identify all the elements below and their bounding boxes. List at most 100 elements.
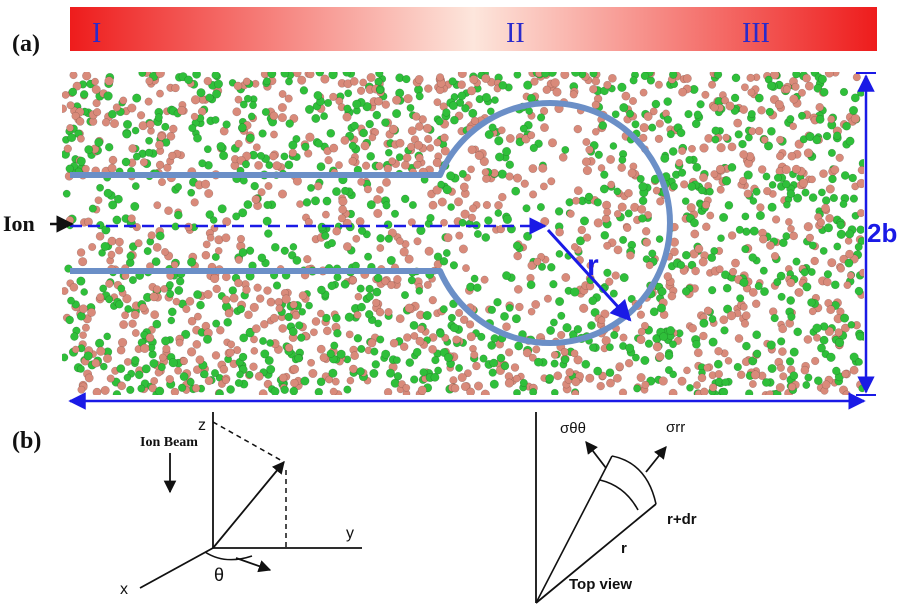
- atom: [116, 345, 126, 355]
- atom: [81, 164, 90, 173]
- atom: [741, 245, 750, 254]
- atom: [596, 381, 605, 391]
- sigma-thetatheta-label: σθθ: [560, 420, 586, 437]
- atom: [491, 96, 499, 104]
- atom: [748, 380, 757, 388]
- atom: [839, 200, 848, 209]
- atom: [153, 201, 162, 210]
- atom: [384, 234, 393, 243]
- atom: [167, 316, 176, 325]
- atom: [765, 107, 774, 117]
- atom: [354, 292, 363, 301]
- atom: [126, 251, 135, 261]
- atom: [573, 186, 583, 196]
- atom: [407, 142, 416, 151]
- atom: [626, 251, 635, 260]
- atom: [693, 348, 703, 358]
- atom: [311, 317, 321, 326]
- atom: [272, 281, 282, 290]
- atom: [161, 122, 170, 131]
- atom: [581, 157, 591, 167]
- atom: [95, 231, 105, 241]
- atom: [103, 188, 113, 198]
- atom: [723, 304, 733, 314]
- atom: [845, 249, 854, 259]
- atom: [582, 165, 593, 176]
- atom: [141, 364, 151, 374]
- atom: [448, 77, 457, 86]
- atom: [426, 144, 435, 152]
- atom: [830, 165, 840, 175]
- atom: [767, 126, 776, 136]
- atom: [342, 242, 352, 252]
- atom: [383, 387, 393, 395]
- atom: [778, 324, 788, 334]
- atom: [143, 247, 152, 256]
- atom: [528, 164, 538, 174]
- atom: [847, 320, 856, 329]
- atom: [760, 287, 769, 297]
- atom: [91, 77, 99, 86]
- atom: [239, 100, 248, 109]
- atom: [157, 363, 166, 372]
- atom: [332, 187, 341, 197]
- atom: [213, 79, 224, 89]
- ion-track-outline: [70, 100, 673, 346]
- atom: [75, 117, 85, 126]
- theta-label: θ: [214, 565, 224, 585]
- atom: [510, 363, 520, 372]
- atom: [200, 370, 209, 379]
- atom: [440, 218, 448, 227]
- atom: [781, 165, 791, 175]
- atom: [359, 128, 369, 138]
- atom: [585, 145, 594, 154]
- atom: [299, 86, 309, 95]
- atom: [161, 336, 171, 346]
- atom: [117, 381, 127, 391]
- atom: [105, 295, 114, 304]
- atom: [770, 313, 779, 323]
- atom: [750, 370, 760, 380]
- atom: [739, 277, 749, 288]
- atom: [734, 334, 744, 343]
- atom: [305, 301, 313, 310]
- atom: [760, 135, 769, 144]
- atom: [657, 287, 667, 296]
- atom: [675, 159, 684, 167]
- atom: [233, 81, 243, 91]
- atom: [166, 289, 175, 298]
- atom: [589, 72, 598, 78]
- atom: [121, 157, 131, 167]
- atom: [236, 370, 244, 379]
- atom: [385, 368, 396, 378]
- atom: [550, 388, 559, 395]
- atom: [414, 74, 424, 84]
- atom: [313, 90, 323, 100]
- atom: [254, 160, 264, 170]
- atom: [304, 149, 313, 158]
- atom: [381, 100, 391, 109]
- atom: [530, 77, 539, 86]
- atom: [815, 114, 825, 124]
- atom: [278, 90, 287, 98]
- atom: [701, 200, 711, 210]
- atom: [591, 100, 600, 110]
- atom: [112, 103, 121, 112]
- atom: [494, 201, 503, 210]
- atom: [66, 124, 74, 132]
- atom: [473, 381, 484, 391]
- atom: [844, 258, 854, 268]
- atom: [826, 352, 836, 362]
- atom: [677, 260, 686, 270]
- atom: [474, 150, 484, 161]
- atom: [804, 373, 813, 382]
- atom: [288, 327, 298, 337]
- atom: [529, 143, 538, 153]
- atom: [70, 332, 79, 341]
- atom: [619, 273, 629, 283]
- atom: [803, 222, 813, 232]
- atom: [402, 153, 412, 163]
- atom: [422, 123, 433, 134]
- atom: [170, 260, 179, 269]
- atom: [511, 314, 521, 324]
